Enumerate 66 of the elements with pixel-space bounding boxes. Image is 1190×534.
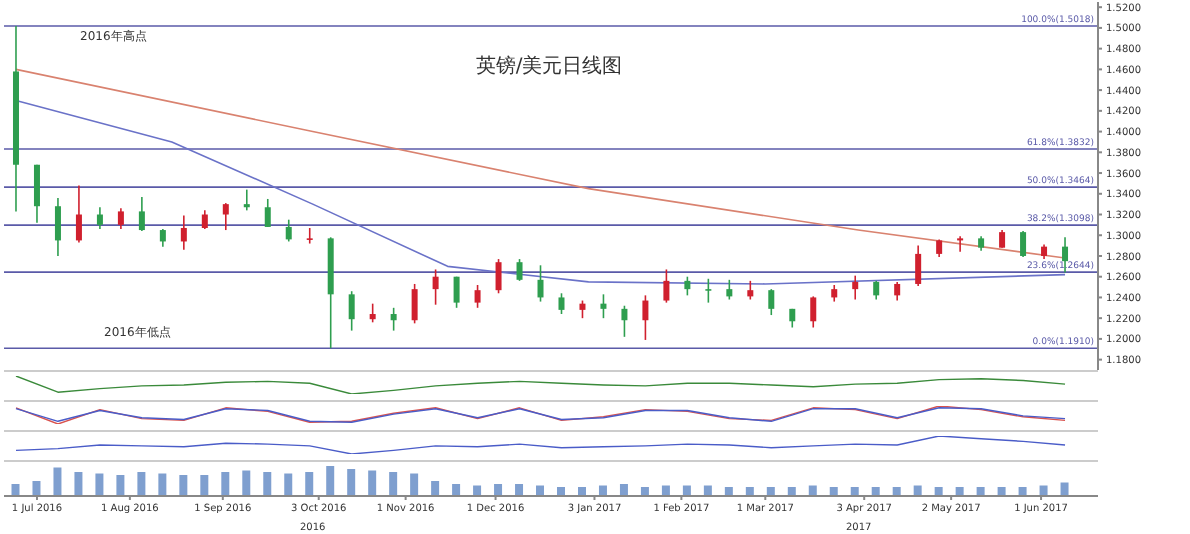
bar [137, 472, 146, 496]
candlestick [201, 209, 208, 230]
candlestick [243, 188, 250, 212]
candlestick [537, 264, 544, 303]
candlestick [306, 227, 313, 245]
candlestick [600, 293, 607, 319]
bar [326, 466, 335, 496]
bar [11, 484, 20, 496]
bar [347, 469, 356, 496]
candlestick [180, 214, 187, 251]
bar [221, 472, 230, 496]
candlestick [747, 280, 754, 301]
candlestick [894, 281, 901, 302]
candlestick [96, 206, 103, 230]
bar [284, 473, 293, 496]
bar [368, 470, 377, 496]
bar [95, 473, 104, 496]
text: 英镑/美元日线图 [473, 53, 625, 80]
candlestick [663, 268, 670, 304]
candlestick [621, 304, 628, 338]
candlestick [453, 275, 460, 309]
candlestick [957, 235, 964, 253]
candlestick [54, 197, 61, 257]
bar [116, 475, 125, 496]
bar [242, 470, 251, 496]
bar [32, 481, 41, 496]
bar [74, 472, 83, 496]
bar [410, 473, 419, 496]
bar [494, 484, 503, 496]
bar [200, 475, 209, 496]
candlestick [369, 302, 376, 324]
candlestick [432, 268, 439, 306]
candlestick [222, 202, 229, 231]
bar [53, 467, 62, 496]
candlestick [33, 163, 40, 224]
candlestick [411, 283, 418, 325]
candlestick [873, 280, 880, 301]
bar [515, 484, 524, 496]
candlestick [516, 258, 523, 282]
bar [263, 472, 272, 496]
bar [389, 472, 398, 496]
candlestick [1020, 230, 1027, 258]
candlestick [390, 307, 397, 332]
candlestick [705, 277, 712, 304]
candlestick [285, 218, 292, 243]
candlestick [558, 292, 565, 315]
candlestick [915, 244, 922, 287]
candlestick [348, 290, 355, 332]
bar [179, 475, 188, 496]
bar [305, 472, 314, 496]
bar [431, 481, 440, 496]
bar [452, 484, 461, 496]
candlestick [474, 284, 481, 309]
candlestick [117, 207, 124, 230]
candlestick [768, 288, 775, 316]
candlestick [684, 275, 691, 297]
candlestick [852, 274, 859, 301]
bar [619, 484, 628, 496]
bar [158, 473, 167, 496]
candlestick [810, 295, 817, 329]
candlestick [264, 198, 271, 228]
candlestick [138, 196, 145, 232]
candlestick [726, 279, 733, 301]
candlestick [495, 258, 502, 295]
candlestick [75, 184, 82, 244]
candlestick [642, 294, 649, 341]
